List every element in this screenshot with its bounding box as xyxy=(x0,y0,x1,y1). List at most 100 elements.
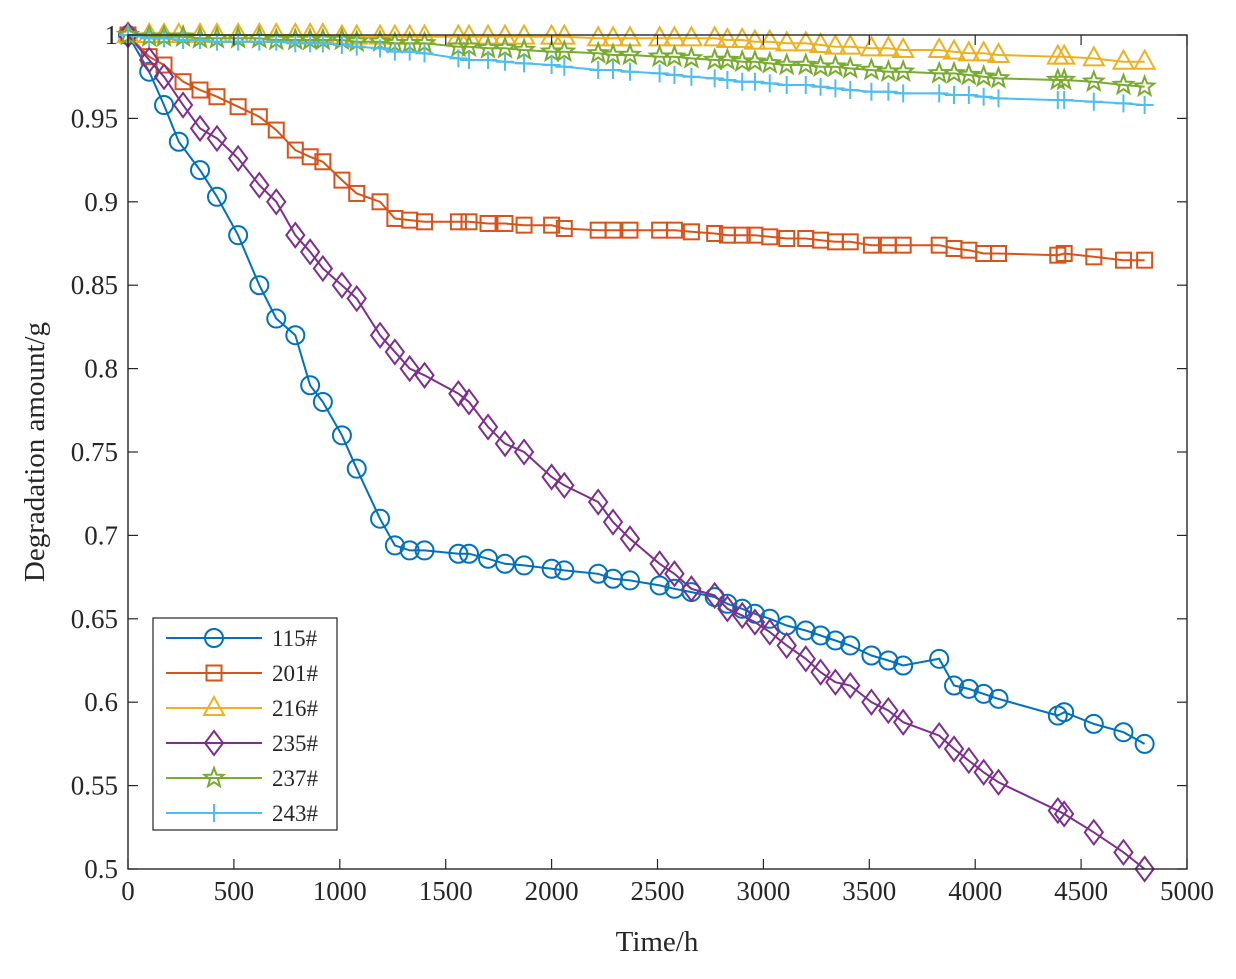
data-point xyxy=(958,746,980,775)
data-point xyxy=(347,37,366,56)
data-point xyxy=(456,33,482,58)
series-235 xyxy=(117,21,1155,883)
data-point xyxy=(859,35,884,57)
data-point xyxy=(1111,48,1136,70)
data-point xyxy=(894,236,912,254)
data-point xyxy=(299,238,321,266)
data-point xyxy=(414,361,435,389)
series-line xyxy=(127,34,1145,88)
y-axis-ticks: 0.5 0.55 0.6 0.65 0.7 0.75 0.8 0.85 0.9 0.95 1 xyxy=(71,20,1187,884)
data-point xyxy=(249,171,270,199)
data-point xyxy=(369,321,391,349)
data-point xyxy=(458,543,479,564)
y-tick-label: 0.5 xyxy=(84,854,118,884)
data-point xyxy=(1134,855,1155,883)
data-point xyxy=(733,226,751,244)
data-point xyxy=(682,67,701,86)
data-point xyxy=(959,86,978,105)
data-point xyxy=(477,413,499,441)
data-point xyxy=(810,658,831,686)
data-point xyxy=(604,221,622,239)
data-point xyxy=(679,25,704,47)
data-point xyxy=(840,635,861,656)
y-tick-label: 0.8 xyxy=(84,354,118,384)
data-point xyxy=(495,553,516,574)
y-tick-label: 0.85 xyxy=(71,270,118,300)
data-point xyxy=(1049,246,1067,264)
data-point xyxy=(555,57,574,76)
data-point xyxy=(416,213,434,231)
data-point xyxy=(810,625,831,646)
data-point xyxy=(174,73,192,91)
data-point xyxy=(333,171,351,189)
y-tick-label: 0.95 xyxy=(71,103,118,133)
data-point xyxy=(759,618,781,646)
legend-item: 201# xyxy=(166,661,319,686)
data-point xyxy=(894,84,913,103)
data-point xyxy=(957,40,981,62)
data-point xyxy=(928,721,950,750)
data-point xyxy=(704,581,725,610)
data-point xyxy=(514,555,535,576)
data-point xyxy=(155,56,173,74)
legend-label: 216# xyxy=(272,696,319,721)
data-point xyxy=(1045,67,1071,91)
legend-marker xyxy=(205,804,223,822)
y-tick-label: 1 xyxy=(105,20,119,50)
data-point xyxy=(838,33,862,55)
data-point xyxy=(811,77,830,96)
data-point xyxy=(682,223,700,241)
data-point xyxy=(1111,72,1136,96)
x-tick-label: 2000 xyxy=(525,876,579,906)
data-point xyxy=(448,543,469,564)
data-point xyxy=(839,671,861,700)
x-tick-label: 500 xyxy=(214,876,255,906)
data-point xyxy=(190,160,211,181)
data-point xyxy=(1113,838,1134,866)
data-point xyxy=(300,375,321,396)
data-point xyxy=(153,63,175,91)
data-point xyxy=(1054,702,1075,723)
legend-marker xyxy=(204,628,224,648)
legend-label: 243# xyxy=(272,801,319,826)
data-point xyxy=(449,213,467,231)
data-point xyxy=(973,683,994,704)
data-point xyxy=(1113,722,1134,743)
legend: 115# 201# 216# 235# 237# 243# xyxy=(152,617,338,831)
data-point xyxy=(730,26,754,49)
data-point xyxy=(399,540,420,561)
data-point xyxy=(371,193,389,211)
data-point xyxy=(459,51,478,70)
legend-item: 216# xyxy=(166,694,319,721)
data-point xyxy=(718,71,737,90)
data-point xyxy=(665,66,684,85)
data-point xyxy=(943,735,965,763)
data-point xyxy=(777,76,796,95)
data-point xyxy=(1132,73,1157,98)
data-point xyxy=(266,188,287,216)
data-point xyxy=(941,60,967,84)
axes: 0 500 1000 1500 2000 2500 3000 3500 4000 4500 5000… xyxy=(19,20,1214,958)
data-point xyxy=(706,224,724,242)
data-point xyxy=(876,35,901,57)
data-point xyxy=(795,645,817,673)
data-point xyxy=(649,550,670,578)
data-point xyxy=(229,98,247,116)
y-axis-title: Degradation amount/g xyxy=(19,322,51,582)
data-point xyxy=(250,108,268,126)
data-point xyxy=(988,688,1009,709)
legend-item: 237# xyxy=(166,765,319,791)
data-point xyxy=(1114,251,1132,269)
data-point xyxy=(285,325,306,346)
data-point xyxy=(986,65,1011,89)
data-point xyxy=(515,54,534,73)
data-point xyxy=(732,598,753,619)
data-point xyxy=(665,221,683,239)
data-point xyxy=(988,768,1009,796)
y-tick-label: 0.65 xyxy=(71,604,118,634)
data-point xyxy=(823,53,848,78)
data-point xyxy=(267,121,285,139)
data-point xyxy=(414,540,435,561)
data-point xyxy=(958,678,979,699)
data-point xyxy=(346,284,367,313)
